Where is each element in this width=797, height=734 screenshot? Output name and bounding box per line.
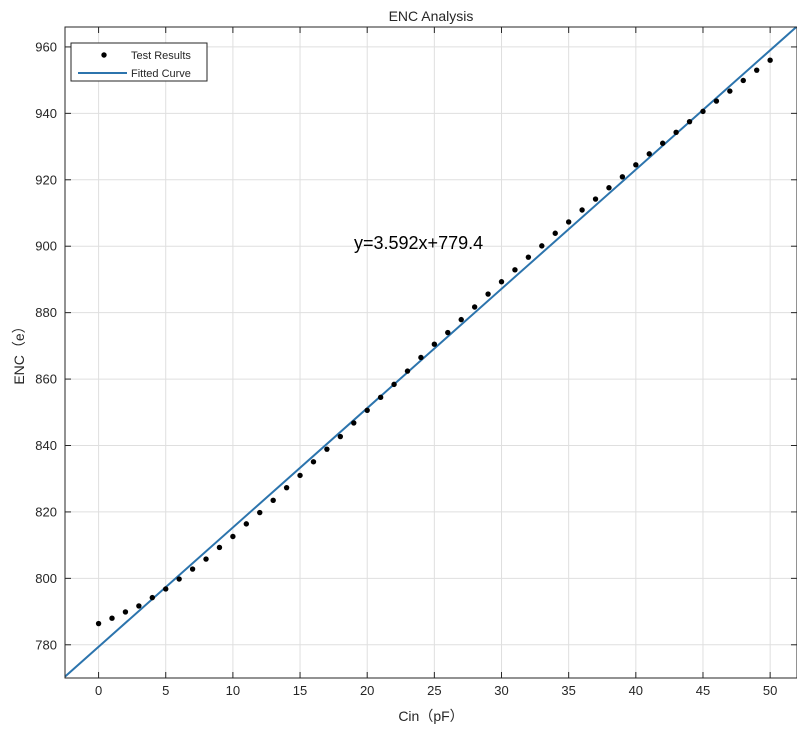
legend-marker-test-results [101, 52, 107, 58]
x-tick-label: 15 [293, 683, 307, 698]
test-result-point [700, 108, 706, 115]
test-result-point [176, 576, 182, 582]
y-tick-label: 900 [35, 239, 57, 254]
test-result-point [713, 98, 720, 104]
legend-box [70, 42, 208, 82]
test-result-point [727, 88, 733, 94]
x-axis-title: Cin（pF） [398, 708, 463, 724]
test-result-point [686, 118, 693, 125]
x-tick-label: 20 [360, 683, 374, 698]
y-tick-label: 920 [35, 172, 57, 187]
y-tick-label: 800 [35, 571, 57, 586]
legend: Test Results Fitted Curve [70, 42, 208, 82]
test-result-point [149, 594, 156, 601]
test-result-point [606, 185, 612, 191]
y-axis-title: ENC（e） [11, 319, 27, 384]
axis-ticks [65, 27, 797, 678]
test-result-point [95, 620, 102, 627]
test-result-point [539, 243, 545, 249]
x-tick-label: 50 [763, 683, 777, 698]
test-result-point [351, 420, 357, 426]
legend-label-fitted-curve: Fitted Curve [131, 68, 191, 80]
x-tick-label: 35 [561, 683, 575, 698]
x-tick-label: 40 [629, 683, 643, 698]
test-result-point [565, 219, 572, 225]
y-tick-label: 840 [35, 438, 57, 453]
chart-title: ENC Analysis [389, 8, 474, 24]
test-result-point [230, 533, 236, 540]
test-result-point [659, 140, 666, 146]
test-result-point [525, 254, 532, 260]
test-result-point [163, 586, 169, 592]
test-result-point [216, 544, 223, 551]
legend-label-test-results: Test Results [131, 50, 191, 62]
test-result-point [122, 609, 129, 615]
y-tick-label: 880 [35, 305, 57, 320]
y-tick-label: 960 [35, 39, 57, 54]
test-result-point [498, 279, 505, 285]
x-tick-label: 30 [494, 683, 508, 698]
test-result-point [243, 521, 250, 527]
test-result-point [310, 459, 317, 465]
fitted-curve-line [64, 26, 797, 678]
test-result-point [431, 341, 438, 347]
fitted-curve-layer [64, 26, 797, 678]
y-tick-labels: 780 800 820 840 860 880 900 920 940 960 [35, 39, 57, 652]
grid-lines [65, 27, 797, 678]
test-result-point [552, 230, 558, 236]
test-result-point [471, 304, 478, 310]
test-result-point [767, 57, 773, 63]
test-result-point [633, 162, 639, 168]
y-tick-label: 780 [35, 637, 57, 652]
test-result-point [270, 497, 276, 504]
test-result-point [673, 129, 679, 135]
test-result-point [458, 316, 464, 323]
test-result-point [619, 174, 626, 180]
test-result-point [377, 394, 384, 401]
test-result-point [754, 67, 760, 73]
fit-equation-annotation: y=3.592x+779.4 [354, 233, 483, 253]
test-result-point [109, 615, 115, 621]
test-result-point [391, 381, 397, 388]
test-result-point [512, 267, 518, 273]
test-result-point [646, 151, 652, 157]
x-tick-label: 5 [162, 683, 169, 698]
test-result-point [404, 368, 411, 374]
x-tick-label: 25 [427, 683, 441, 698]
test-result-point [297, 472, 303, 479]
x-tick-label: 0 [95, 683, 102, 698]
x-tick-labels: 0 5 10 15 20 25 30 35 40 45 50 [95, 683, 777, 698]
x-tick-label: 10 [226, 683, 240, 698]
test-result-point [257, 509, 263, 516]
test-result-point [324, 446, 330, 452]
test-result-point [592, 196, 599, 202]
test-result-point [364, 407, 370, 413]
test-result-point [418, 354, 424, 361]
test-result-point [189, 566, 196, 572]
x-tick-label: 45 [696, 683, 710, 698]
test-result-point [445, 329, 451, 336]
y-tick-label: 940 [35, 106, 57, 121]
y-tick-label: 820 [35, 504, 57, 519]
plot-frame [64, 26, 797, 679]
test-result-point [485, 291, 491, 297]
test-result-point [283, 484, 290, 491]
test-result-point [136, 603, 142, 609]
y-tick-label: 860 [35, 372, 57, 387]
test-result-point [740, 77, 746, 84]
test-result-point [337, 433, 344, 440]
test-results-points [95, 57, 773, 627]
test-result-point [203, 556, 209, 562]
test-result-point [579, 207, 585, 213]
